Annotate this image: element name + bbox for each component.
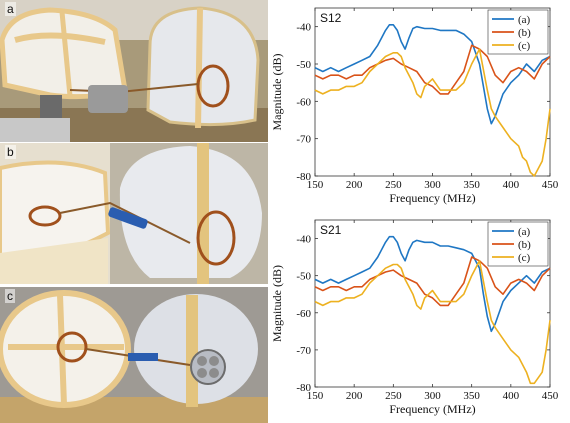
- y-tick-label: -40: [296, 22, 311, 34]
- x-axis-label: Frequency (MHz): [389, 402, 475, 416]
- x-axis-label: Frequency (MHz): [389, 191, 475, 205]
- chart-title: S12: [320, 11, 342, 25]
- photo-a-illustration: [0, 0, 268, 142]
- x-tick-label: 450: [542, 179, 559, 191]
- series-line-2: [314, 48, 551, 177]
- photo-c-illustration: [0, 287, 268, 423]
- series-line-2: [314, 259, 551, 385]
- x-tick-label: 350: [463, 390, 480, 402]
- panel-label-a: a: [5, 2, 16, 16]
- series-line-1: [314, 44, 551, 95]
- photo-panel-c: c: [0, 287, 268, 423]
- photo-b-illustration: [0, 143, 268, 284]
- y-tick-label: -40: [296, 234, 311, 246]
- y-tick-label: -60: [296, 308, 311, 320]
- y-axis-label: Magnitude (dB): [270, 54, 284, 131]
- legend-label: (c): [518, 40, 531, 52]
- photo-panel-a: a: [0, 0, 268, 142]
- y-axis-label: Magnitude (dB): [270, 265, 284, 342]
- chart-s21-svg: 150 200 250 300 350 400 450 -40 -50 -60 -70 -80 Freq…: [270, 219, 559, 416]
- x-tick-label: 150: [307, 390, 324, 402]
- legend-label: (c): [518, 252, 531, 264]
- legend-label: (a): [518, 14, 531, 26]
- photo-panel-b: b: [0, 143, 268, 284]
- chart-s21: 150 200 250 300 350 400 450 -40 -50 -60 -70 -80 Freq…: [268, 212, 570, 423]
- x-tick-label: 450: [542, 390, 559, 402]
- chart-s12: 150 200 250 300 350 400 450 -40 -50 -60 -70 -80 Freq…: [268, 0, 570, 212]
- x-tick-label: 400: [503, 390, 520, 402]
- series-line-0: [314, 235, 551, 333]
- x-tick-label: 300: [424, 179, 441, 191]
- y-tick-label: -70: [296, 134, 311, 146]
- y-tick-label: -60: [296, 96, 311, 108]
- legend-label: (b): [518, 239, 531, 251]
- series-line-1: [314, 256, 551, 307]
- x-tick-label: 350: [463, 179, 480, 191]
- y-tick-label: -70: [296, 345, 311, 357]
- x-tick-label: 300: [424, 390, 441, 402]
- y-tick-label: -80: [296, 382, 311, 394]
- panel-label-b: b: [5, 145, 16, 159]
- chart-s12-svg: 150 200 250 300 350 400 450 -40 -50 -60 -70 -80 Freq…: [270, 7, 559, 205]
- x-tick-label: 250: [385, 179, 402, 191]
- x-tick-label: 200: [346, 390, 363, 402]
- x-tick-label: 200: [346, 179, 363, 191]
- y-tick-label: -50: [296, 59, 311, 71]
- x-tick-label: 400: [503, 179, 520, 191]
- legend-label: (b): [518, 27, 531, 39]
- y-tick-label: -50: [296, 271, 311, 283]
- x-tick-label: 250: [385, 390, 402, 402]
- series-line-0: [314, 23, 551, 125]
- y-tick-label: -80: [296, 171, 311, 183]
- panel-label-c: c: [5, 289, 15, 303]
- legend-label: (a): [518, 226, 531, 238]
- x-tick-label: 150: [307, 179, 324, 191]
- chart-title: S21: [320, 223, 342, 237]
